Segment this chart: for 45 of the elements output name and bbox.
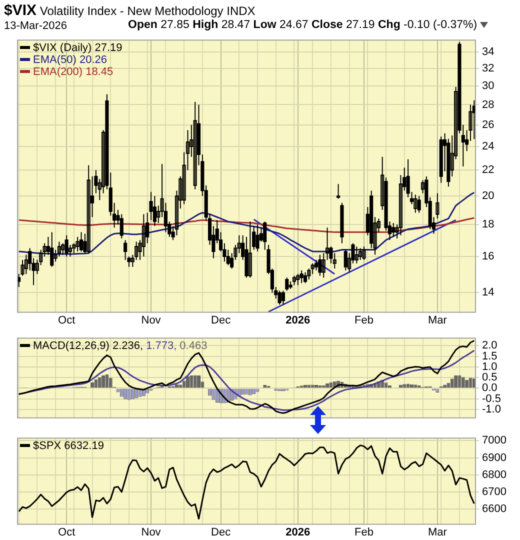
y-tick-label: 18 (482, 218, 494, 231)
x-tick-label: Oct (58, 526, 76, 538)
y-tick-label: 22 (482, 164, 494, 176)
y-tick-label: 6700 (482, 486, 506, 498)
y-tick-label: 30 (482, 80, 494, 92)
legend-label: $SPX 6632.19 (33, 440, 104, 452)
x-tick-label: Mar (428, 526, 448, 538)
text: 0.463 (180, 340, 208, 352)
x-tick-label: Dec (211, 526, 232, 538)
y-tick-label: 2.0 (482, 340, 498, 352)
y-tick-label: 34 (482, 46, 494, 58)
chart-title: $VIX Volatility Index - New Methodology INDX (4, 2, 256, 19)
y-tick-label: 24 (482, 140, 494, 153)
x-tick-label: Mar (428, 314, 448, 326)
y-tick-label: 28 (482, 98, 494, 111)
x-tick-label: Feb (354, 314, 374, 326)
x-tick-label: Dec (211, 314, 232, 326)
x-tick-label: Nov (141, 526, 162, 538)
legend-label: EMA(50) 20.26 (33, 54, 107, 66)
y-tick-label: 20 (482, 190, 494, 202)
x-tick-label: Oct (58, 314, 76, 326)
y-tick-label: 14 (482, 286, 494, 299)
chart-subtitle: 13-Mar-2026 (4, 20, 67, 32)
x-tick-label: Nov (141, 314, 162, 326)
y-tick-label: -0.5 (482, 392, 501, 405)
y-tick-label: 0.5 (482, 372, 498, 384)
y-tick-label: 6900 (482, 452, 506, 464)
x-tick-label: 2026 (286, 526, 310, 538)
y-tick-label: 6600 (482, 503, 506, 516)
text: Open 27.85 High 28.47 Low 24.67 Close 27.19 Chg -0.10 (-0.37%) (128, 19, 478, 31)
x-tick-label: 2026 (286, 314, 310, 326)
y-tick-label: 26 (482, 118, 494, 131)
y-tick-label: 7000 (482, 434, 506, 447)
y-tick-label: 32 (482, 62, 494, 75)
y-tick-label: 16 (482, 250, 494, 263)
legend-label: MACD(12,26,9) 2.236, (33, 340, 144, 352)
y-tick-label: -1.0 (482, 404, 501, 416)
legend-label: EMA(200) 18.45 (33, 66, 114, 78)
x-tick-label: Feb (354, 526, 374, 538)
legend-label: $VIX (Daily) 27.19 (33, 42, 122, 54)
y-tick-label: 0.0 (482, 382, 498, 394)
y-tick-label: 6800 (482, 468, 506, 481)
y-tick-label: 1.0 (482, 360, 498, 373)
text: 1.773, (146, 340, 177, 352)
y-tick-label: 1.5 (482, 350, 498, 362)
